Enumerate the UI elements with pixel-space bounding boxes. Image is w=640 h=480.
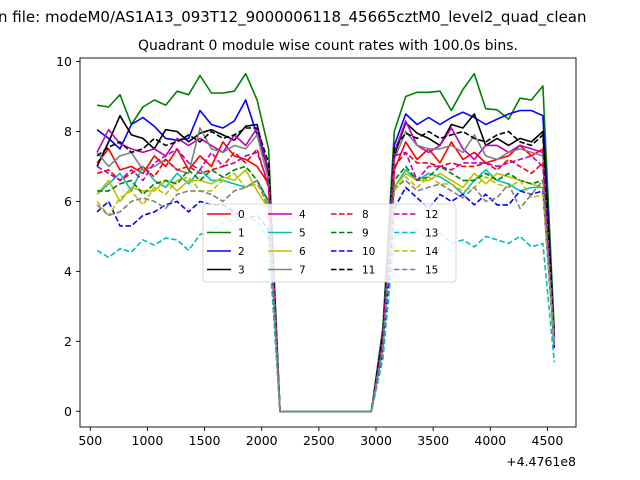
legend-label-8: 8 (362, 209, 369, 221)
legend-label-9: 9 (362, 228, 369, 240)
legend-label-2: 2 (238, 246, 245, 258)
y-tick-label: 6 (64, 194, 72, 209)
legend-label-7: 7 (299, 265, 306, 277)
legend-box (202, 203, 457, 283)
y-tick-label: 8 (64, 124, 72, 139)
series-line-15 (96, 179, 556, 413)
y-tick-label: 2 (64, 334, 72, 349)
axes-frame (79, 57, 577, 428)
y-tick-label: 4 (64, 264, 72, 279)
series-line-10 (96, 186, 556, 413)
x-tick-label: 1500 (189, 433, 221, 448)
legend-label-6: 6 (299, 246, 306, 258)
y-tick-label: 10 (56, 54, 72, 69)
figure-suptitle: n file: modeM0/AS1A13_093T12_9000006118_… (0, 8, 587, 27)
legend-label-3: 3 (238, 265, 245, 277)
series-lines (96, 72, 556, 413)
series-line-11 (96, 127, 556, 413)
plot-area: 500 1000 1500 2000 2500 3000 3500 4000 4500 0 2 4 6 8… (56, 54, 577, 448)
x-tick-label: 3000 (360, 433, 392, 448)
legend-label-0: 0 (238, 209, 245, 221)
x-tick-label: 3500 (417, 433, 449, 448)
legend-label-11: 11 (362, 265, 375, 277)
legend-label-14: 14 (425, 246, 439, 258)
x-tick-label: 1000 (132, 433, 164, 448)
y-tick-label: 0 (64, 404, 72, 419)
legend-label-5: 5 (299, 228, 306, 240)
x-tick-label: 500 (78, 433, 102, 448)
x-tick-label: 4500 (532, 433, 564, 448)
legend-label-13: 13 (425, 228, 438, 240)
x-tick-label: 4000 (474, 433, 506, 448)
legend-label-12: 12 (425, 209, 438, 221)
legend-label-10: 10 (362, 246, 375, 258)
x-tick-label: 2000 (246, 433, 278, 448)
legend-label-15: 15 (425, 265, 438, 277)
legend-label-1: 1 (238, 228, 245, 240)
legend-label-4: 4 (299, 209, 306, 221)
x-tick-label: 2500 (303, 433, 335, 448)
chart-title: Quadrant 0 module wise count rates with … (138, 38, 518, 54)
series-line-13 (96, 218, 556, 413)
x-offset-label: +4.4761e8 (506, 454, 576, 469)
